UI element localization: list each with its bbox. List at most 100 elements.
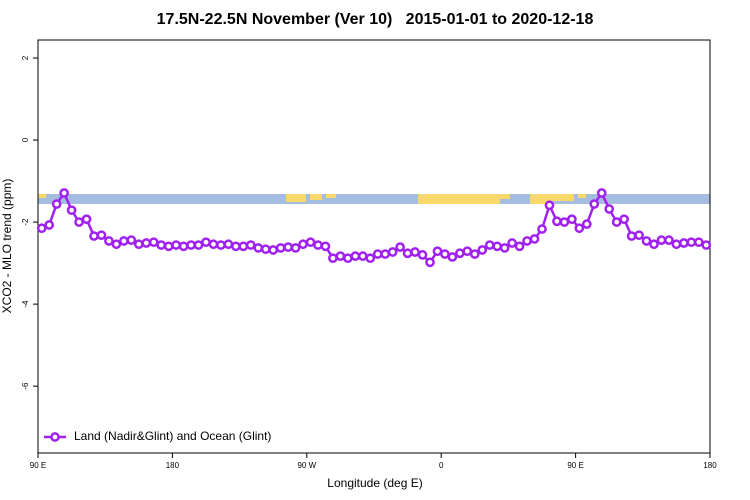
data-point <box>223 239 234 250</box>
data-point <box>537 224 547 234</box>
data-point <box>387 247 398 257</box>
data-point <box>552 216 562 227</box>
data-point <box>417 250 428 260</box>
data-point <box>74 217 84 227</box>
data-point <box>89 231 99 241</box>
land-ocean-strip <box>38 194 710 204</box>
data-point <box>201 237 211 248</box>
data-point <box>156 240 167 250</box>
x-tick-label: 180 <box>166 461 180 470</box>
data-point <box>178 241 189 252</box>
data-point <box>335 251 346 261</box>
x-tick-label: 90 E <box>30 461 46 470</box>
data-point <box>440 249 450 259</box>
data-point <box>574 223 585 234</box>
data-point <box>66 205 77 216</box>
data-point <box>656 235 667 245</box>
y-tick-label: -2 <box>21 218 30 226</box>
x-tick-label: 90 E <box>567 461 583 470</box>
data-point <box>514 241 525 252</box>
data-point <box>410 247 420 257</box>
data-point <box>619 214 629 225</box>
x-axis-label: Longitude (deg E) <box>327 476 422 490</box>
data-point <box>693 237 704 248</box>
data-point <box>529 234 540 244</box>
data-point <box>119 236 129 246</box>
data-point <box>686 237 697 248</box>
data-point <box>36 223 47 234</box>
data-point <box>641 236 652 246</box>
data-point <box>328 253 338 264</box>
y-tick-label: -6 <box>21 382 30 390</box>
data-point <box>395 242 405 252</box>
y-tick-label: 2 <box>21 55 30 60</box>
data-point <box>275 243 286 253</box>
data-point <box>425 257 435 268</box>
data-point <box>611 217 622 227</box>
data-point <box>141 238 152 248</box>
data-point <box>380 249 391 259</box>
data-point <box>664 235 674 245</box>
data-point <box>649 239 659 250</box>
data-point <box>492 241 503 252</box>
data-point <box>245 240 256 250</box>
data-point <box>171 240 181 250</box>
data-point <box>701 240 712 250</box>
data-point <box>679 238 689 248</box>
data-point <box>462 246 473 257</box>
data-point <box>559 217 570 227</box>
data-point <box>260 244 271 255</box>
data-point <box>290 243 301 253</box>
x-tick-label: 90 W <box>297 461 316 470</box>
legend-marker <box>50 432 60 442</box>
x-tick-label: 180 <box>703 461 717 470</box>
data-point <box>320 241 331 252</box>
data-point <box>626 231 637 241</box>
data-point <box>238 241 249 252</box>
data-point <box>567 214 577 225</box>
data-point <box>596 188 607 198</box>
chart-title: 17.5N-22.5N November (Ver 10) 2015-01-01… <box>157 11 594 28</box>
data-point <box>671 239 682 250</box>
data-point <box>455 248 465 259</box>
data-point <box>469 249 480 259</box>
data-point <box>96 230 107 241</box>
data-point <box>432 246 443 257</box>
data-point <box>313 240 323 250</box>
y-tick-label: 0 <box>21 137 30 142</box>
data-point <box>343 253 353 264</box>
data-point <box>193 240 204 250</box>
data-point <box>133 239 144 250</box>
data-point <box>126 235 137 245</box>
data-point <box>44 220 55 230</box>
data-point <box>81 214 92 225</box>
data-point <box>402 248 413 259</box>
data-point <box>357 251 368 261</box>
data-point <box>268 245 279 255</box>
data-point <box>484 240 495 250</box>
data-point <box>231 241 241 252</box>
data-point <box>447 252 458 262</box>
data-point <box>499 243 510 253</box>
data-point <box>507 238 517 248</box>
data-point <box>104 236 114 246</box>
y-tick-label: -4 <box>21 300 30 308</box>
data-point <box>365 253 376 264</box>
data-point <box>581 219 592 229</box>
data-point <box>522 236 532 246</box>
y-axis-label: XCO2 - MLO trend (ppm) <box>0 179 14 314</box>
data-point <box>372 249 383 259</box>
data-point <box>305 237 316 248</box>
data-point <box>163 241 174 252</box>
data-point <box>186 240 196 250</box>
data-point <box>216 240 226 250</box>
legend-label: Land (Nadir&Glint) and Ocean (Glint) <box>74 429 271 443</box>
data-point <box>253 243 264 253</box>
data-point <box>604 204 615 214</box>
data-point <box>477 245 488 255</box>
data-point <box>148 237 159 248</box>
data-point <box>634 230 644 241</box>
data-point <box>51 199 62 209</box>
data-point <box>544 200 555 211</box>
